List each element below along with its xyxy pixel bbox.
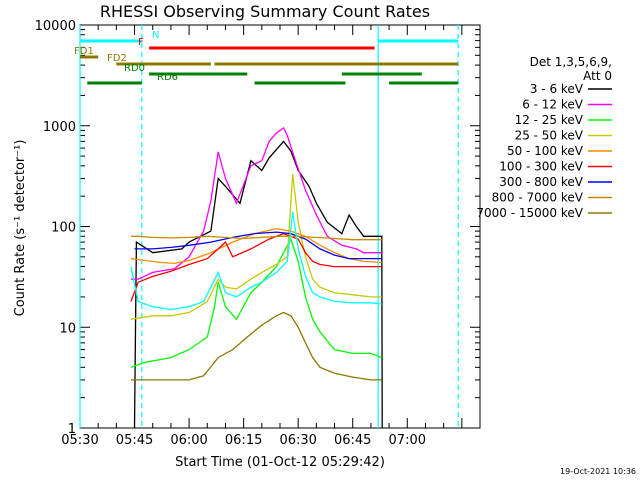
legend-header: Det 1,3,5,6,9, bbox=[530, 55, 612, 69]
y-tick-label: 10000 bbox=[35, 19, 76, 34]
legend-entry: 50 - 100 keV bbox=[507, 144, 584, 158]
x-tick-label: 06:30 bbox=[279, 433, 316, 448]
legend-entry: 12 - 25 keV bbox=[515, 113, 584, 127]
x-tick-label: 05:30 bbox=[61, 433, 98, 448]
legend-entry: 300 - 800 keV bbox=[499, 175, 583, 189]
legend-entry: 7000 - 15000 keV bbox=[476, 206, 583, 220]
flag-label: F bbox=[138, 37, 144, 48]
timestamp: 19-Oct-2021 10:36 bbox=[560, 467, 636, 476]
flag-label: FD1 bbox=[74, 46, 94, 57]
series-line bbox=[134, 231, 382, 260]
flag-label: RD6 bbox=[157, 72, 178, 83]
series-line bbox=[130, 235, 382, 241]
legend-entry: 6 - 12 keV bbox=[522, 98, 584, 112]
flag-label: N bbox=[152, 30, 159, 41]
series-line bbox=[130, 228, 382, 265]
x-tick-label: 06:45 bbox=[334, 433, 371, 448]
y-tick-label: 10 bbox=[59, 321, 76, 336]
series-line bbox=[130, 232, 382, 302]
flag-label: FD2 bbox=[107, 53, 127, 64]
series-line bbox=[130, 311, 382, 381]
chart-title: RHESSI Observing Summary Count Rates bbox=[100, 2, 430, 21]
x-tick-label: 06:00 bbox=[170, 433, 207, 448]
y-tick-label: 1 bbox=[68, 422, 76, 437]
legend-header: Att 0 bbox=[583, 69, 612, 83]
legend-entry: 3 - 6 keV bbox=[530, 82, 584, 96]
series-line bbox=[133, 140, 383, 429]
y-axis-label: Count Rate (s⁻¹ detector⁻¹) bbox=[13, 140, 28, 317]
y-tick-label: 1000 bbox=[43, 120, 76, 135]
series-line bbox=[130, 211, 382, 311]
plot-area: 1 10 100 1000 10000 05:30 05:45 06:00 06:15 06:30… bbox=[35, 19, 481, 448]
flag-label: RD0 bbox=[124, 63, 145, 74]
x-tick-label: 05:45 bbox=[116, 433, 153, 448]
series-line bbox=[130, 237, 383, 368]
x-axis-label: Start Time (01-Oct-12 05:29:42) bbox=[175, 455, 385, 470]
legend-entry: 800 - 7000 keV bbox=[492, 191, 584, 205]
axes-frame bbox=[79, 24, 481, 429]
legend-entry: 25 - 50 keV bbox=[515, 129, 584, 143]
legend: Det 1,3,5,6,9,Att 03 - 6 keV 6 - 12 keV12… bbox=[476, 55, 612, 220]
series-line bbox=[130, 174, 382, 320]
x-tick-label: 06:15 bbox=[225, 433, 262, 448]
legend-entry: 100 - 300 keV bbox=[499, 160, 583, 174]
x-tick-label: 07:00 bbox=[389, 433, 426, 448]
y-tick-label: 100 bbox=[51, 221, 76, 236]
